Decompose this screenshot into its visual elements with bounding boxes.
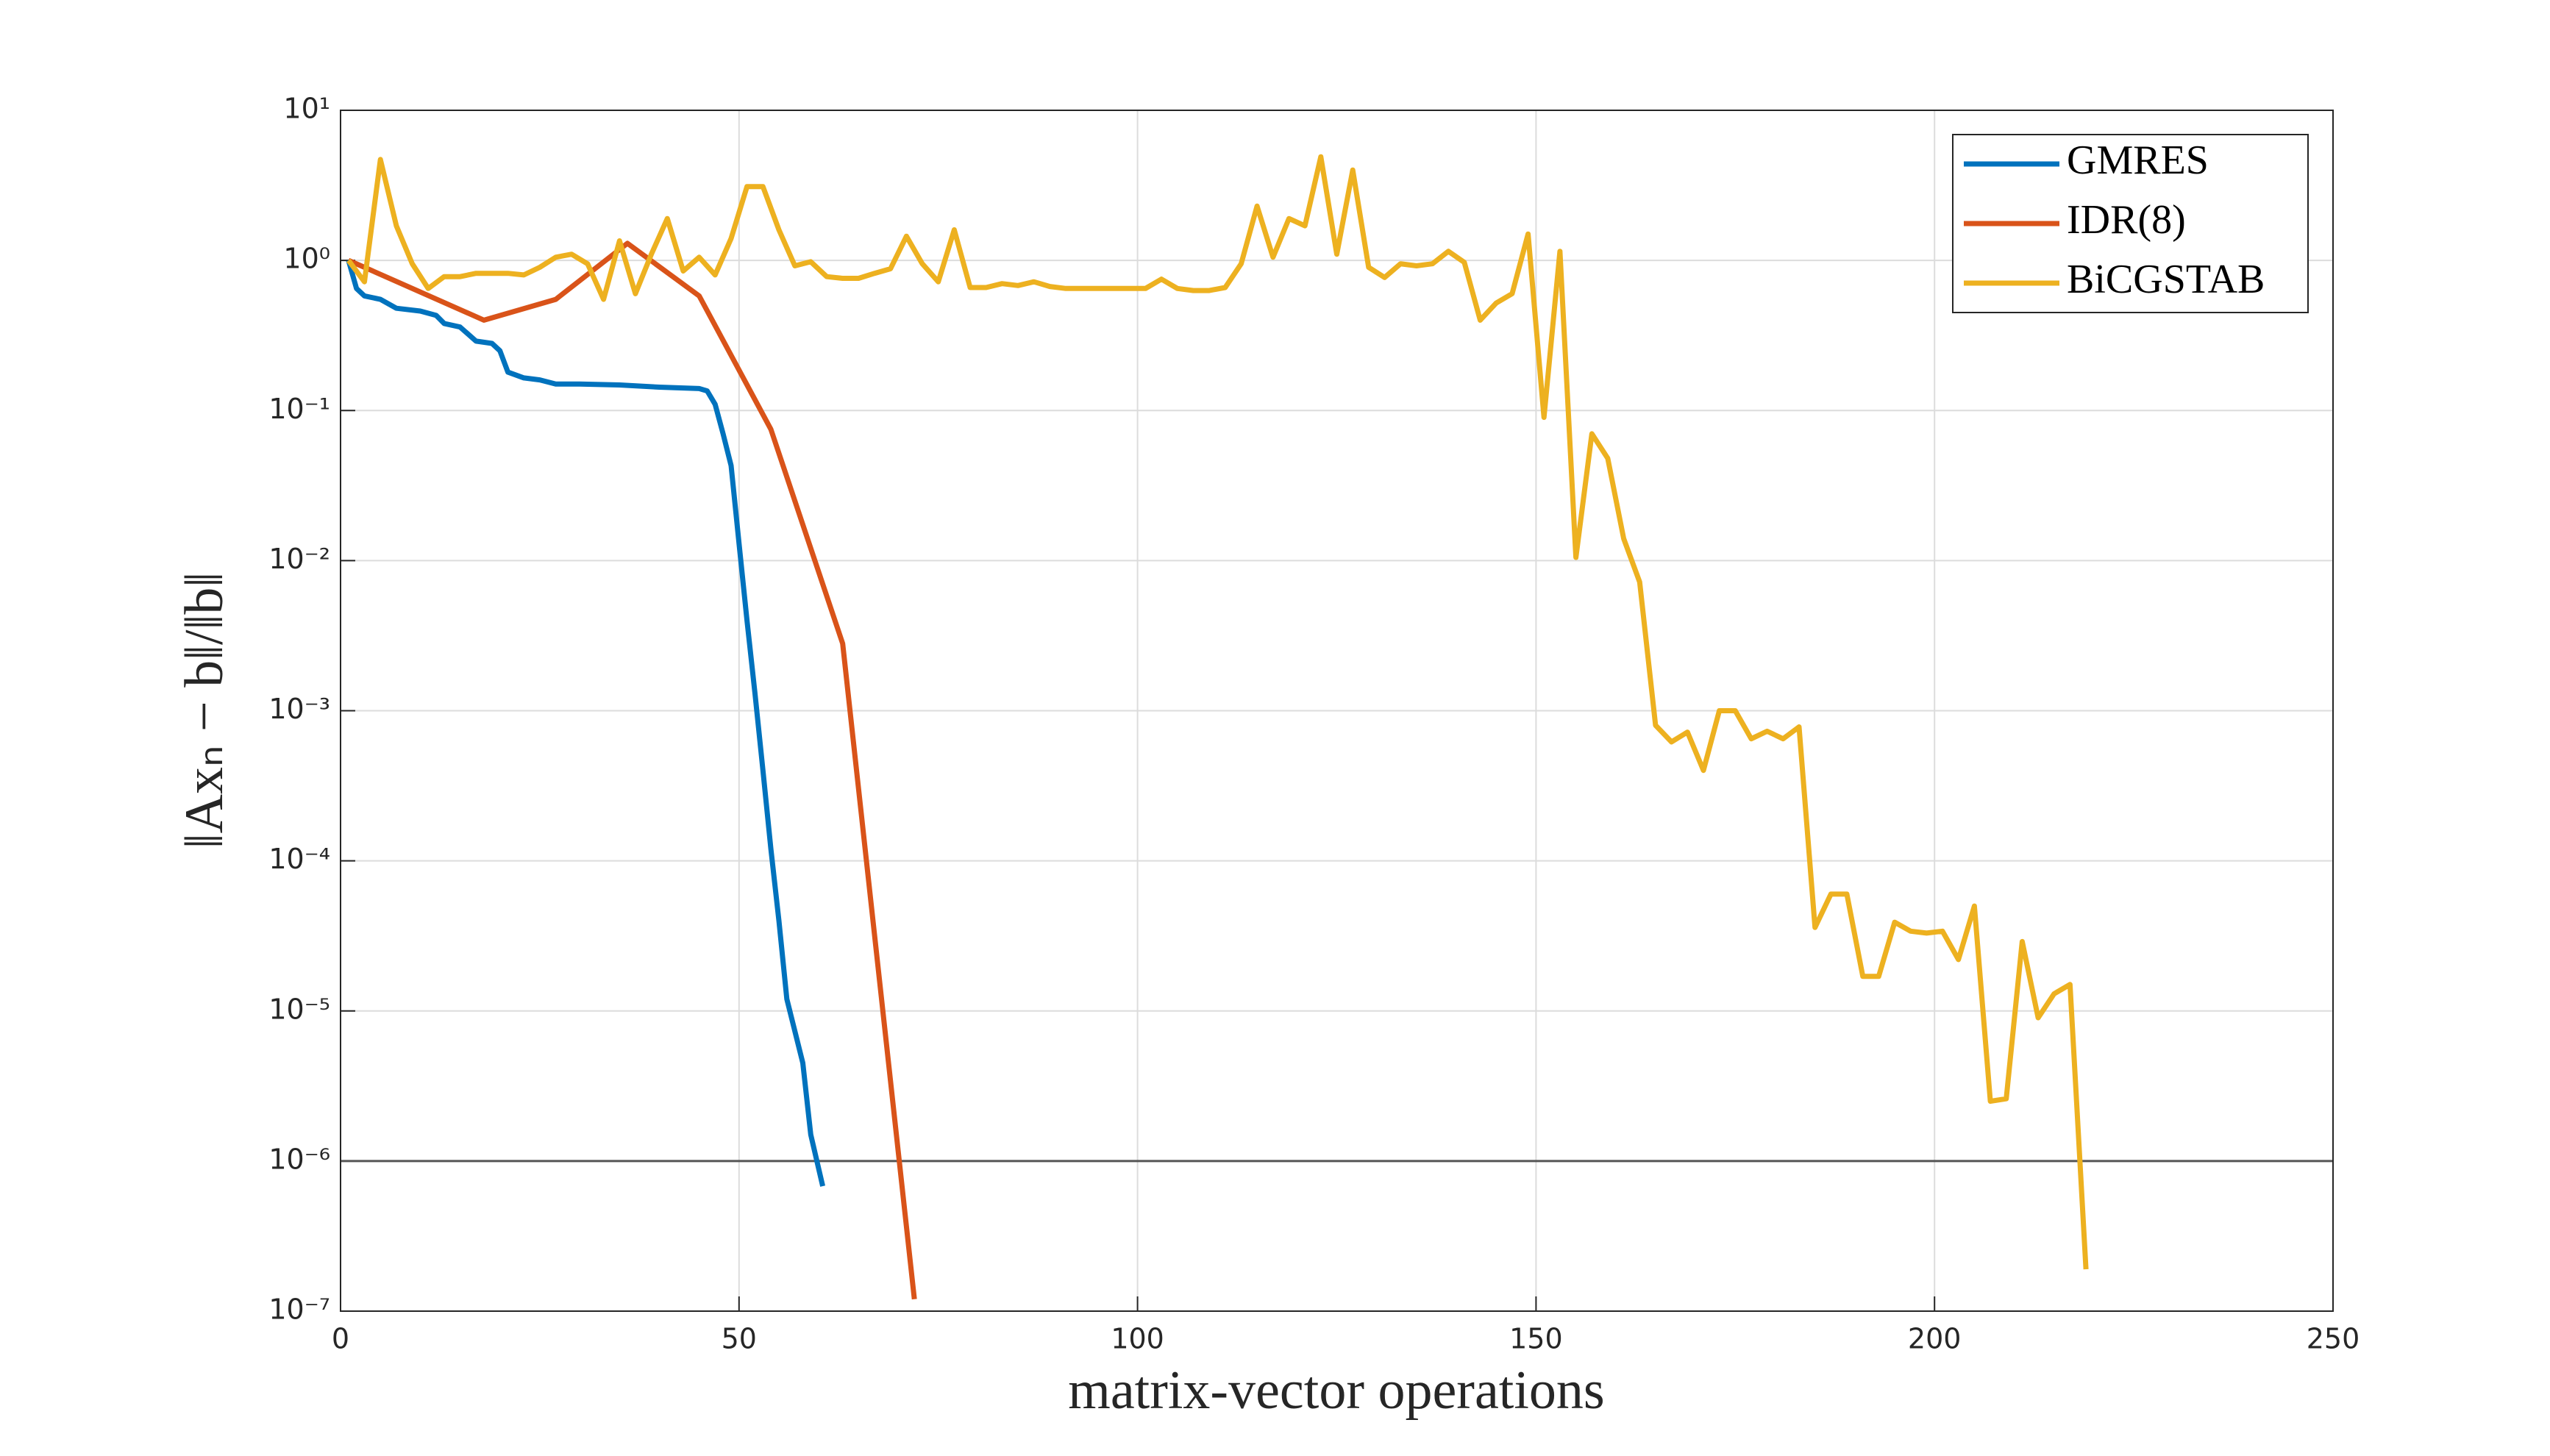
series-line	[346, 260, 826, 1187]
y-tick-label: 10⁻⁷	[268, 1293, 330, 1326]
x-axis-label: matrix-vector operations	[1068, 1360, 1604, 1421]
legend-label: GMRES	[2067, 138, 2209, 183]
x-tick-label: 150	[1509, 1323, 1563, 1355]
y-tick-label: 10⁻⁶	[268, 1143, 330, 1175]
x-tick-label: 50	[722, 1323, 757, 1355]
x-tick-label: 200	[1908, 1323, 1962, 1355]
y-tick-label: 10⁻¹	[268, 393, 330, 425]
y-tick-label: 10⁰	[283, 243, 330, 275]
legend-label: IDR(8)	[2067, 197, 2186, 243]
series-line	[347, 240, 917, 1300]
y-tick-label: 10⁻⁵	[268, 993, 330, 1025]
x-tick-label: 100	[1111, 1323, 1164, 1355]
axes-box	[340, 110, 2334, 1312]
y-tick-label: 10¹	[283, 93, 330, 125]
x-tick-label: 250	[2307, 1323, 2360, 1355]
series-line	[346, 154, 2089, 1270]
x-tick-label: 0	[332, 1323, 349, 1355]
y-tick-label: 10⁻²	[268, 543, 330, 575]
legend-label: BiCGSTAB	[2067, 257, 2265, 302]
y-axis-label: ‖Axₙ − b‖/‖b‖	[174, 572, 235, 849]
y-tick-label: 10⁻³	[268, 693, 330, 725]
y-tick-label: 10⁻⁴	[268, 843, 330, 875]
